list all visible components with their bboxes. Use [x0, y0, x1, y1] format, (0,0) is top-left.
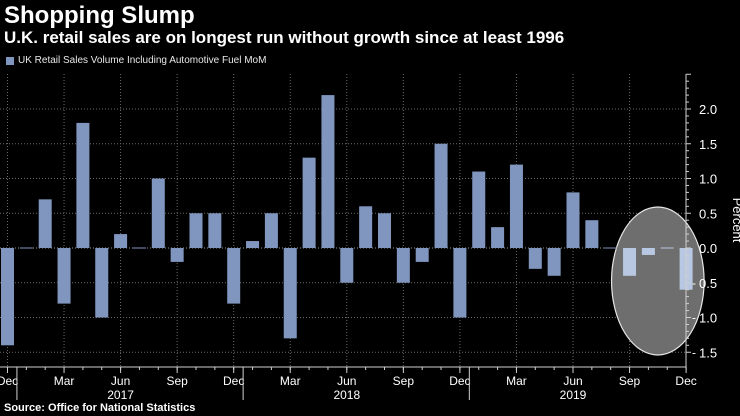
- bar: [472, 171, 486, 248]
- grid-layer: [0, 74, 687, 367]
- bar: [208, 213, 222, 248]
- bar: [491, 227, 505, 248]
- x-tick-label: Dec: [449, 374, 470, 388]
- y-tick-sign: -: [692, 276, 696, 290]
- chart-title: Shopping Slump: [4, 2, 195, 29]
- chart-subtitle: U.K. retail sales are on longest run wit…: [4, 28, 565, 47]
- y-tick-label: 1.0: [699, 172, 717, 187]
- x-tick-label: Jun: [563, 374, 582, 388]
- y-axis-title: Percent: [730, 198, 740, 243]
- x-tick-label: Dec: [675, 374, 696, 388]
- bar: [264, 213, 278, 248]
- y-tick-label: 2.0: [699, 102, 717, 117]
- bar: [547, 248, 561, 276]
- bar: [660, 247, 674, 249]
- x-tick-label: Sep: [166, 374, 188, 388]
- bar: [359, 206, 373, 248]
- highlight-ellipse: [610, 206, 705, 356]
- bar: [415, 248, 429, 262]
- legend-label: UK Retail Sales Volume Including Automot…: [18, 55, 267, 66]
- y-tick-sign: -: [692, 311, 696, 325]
- bar: [321, 95, 335, 248]
- legend: UK Retail Sales Volume Including Automot…: [6, 55, 266, 66]
- year-label: 2019: [560, 388, 587, 402]
- x-tick-label: Jun: [337, 374, 356, 388]
- highlight-layer: [610, 206, 705, 356]
- y-tick-label: 1.0: [699, 311, 717, 326]
- bar: [170, 248, 184, 262]
- x-tick-label: Mar: [280, 374, 301, 388]
- bar: [132, 247, 146, 249]
- y-tick-sign: -: [692, 345, 696, 359]
- bar: [340, 248, 354, 283]
- bar: [38, 199, 52, 248]
- bar: [1, 248, 14, 346]
- bar-layer: [1, 95, 693, 346]
- bar: [57, 248, 71, 304]
- source-note: Source: Office for National Statistics: [4, 402, 196, 414]
- x-tick-label: Sep: [393, 374, 415, 388]
- bar: [114, 234, 128, 248]
- bar: [151, 178, 165, 248]
- y-tick-label: 0.5: [699, 206, 717, 221]
- bar: [641, 248, 655, 255]
- bar: [283, 248, 297, 339]
- bar: [19, 247, 33, 249]
- bar: [434, 143, 448, 248]
- bar: [95, 248, 109, 318]
- y-tick-label: 1.5: [699, 137, 717, 152]
- bar: [453, 248, 467, 318]
- bar: [604, 247, 618, 249]
- bar: [378, 213, 391, 248]
- bar: [623, 248, 637, 276]
- legend-swatch: [6, 56, 14, 65]
- y-tick-label: 0.5: [699, 276, 717, 291]
- bar: [76, 122, 90, 248]
- bar: [509, 164, 523, 248]
- x-tick-label: Jun: [111, 374, 130, 388]
- bar: [189, 213, 203, 248]
- bar: [585, 220, 599, 248]
- bar: [227, 248, 241, 304]
- bar: [528, 248, 542, 269]
- year-label: 2017: [107, 388, 134, 402]
- x-tick-label: Mar: [506, 374, 527, 388]
- bar: [396, 248, 410, 283]
- year-label: 2018: [333, 388, 360, 402]
- y-tick-label: 0.0: [699, 241, 717, 256]
- bar: [302, 157, 316, 248]
- bar: [246, 241, 260, 248]
- y-tick-label: 1.5: [699, 345, 717, 360]
- x-tick-label: Sep: [619, 374, 641, 388]
- x-tick-label: Dec: [0, 374, 18, 388]
- x-tick-label: Mar: [54, 374, 75, 388]
- bar: [566, 192, 580, 248]
- x-tick-label: Dec: [223, 374, 244, 388]
